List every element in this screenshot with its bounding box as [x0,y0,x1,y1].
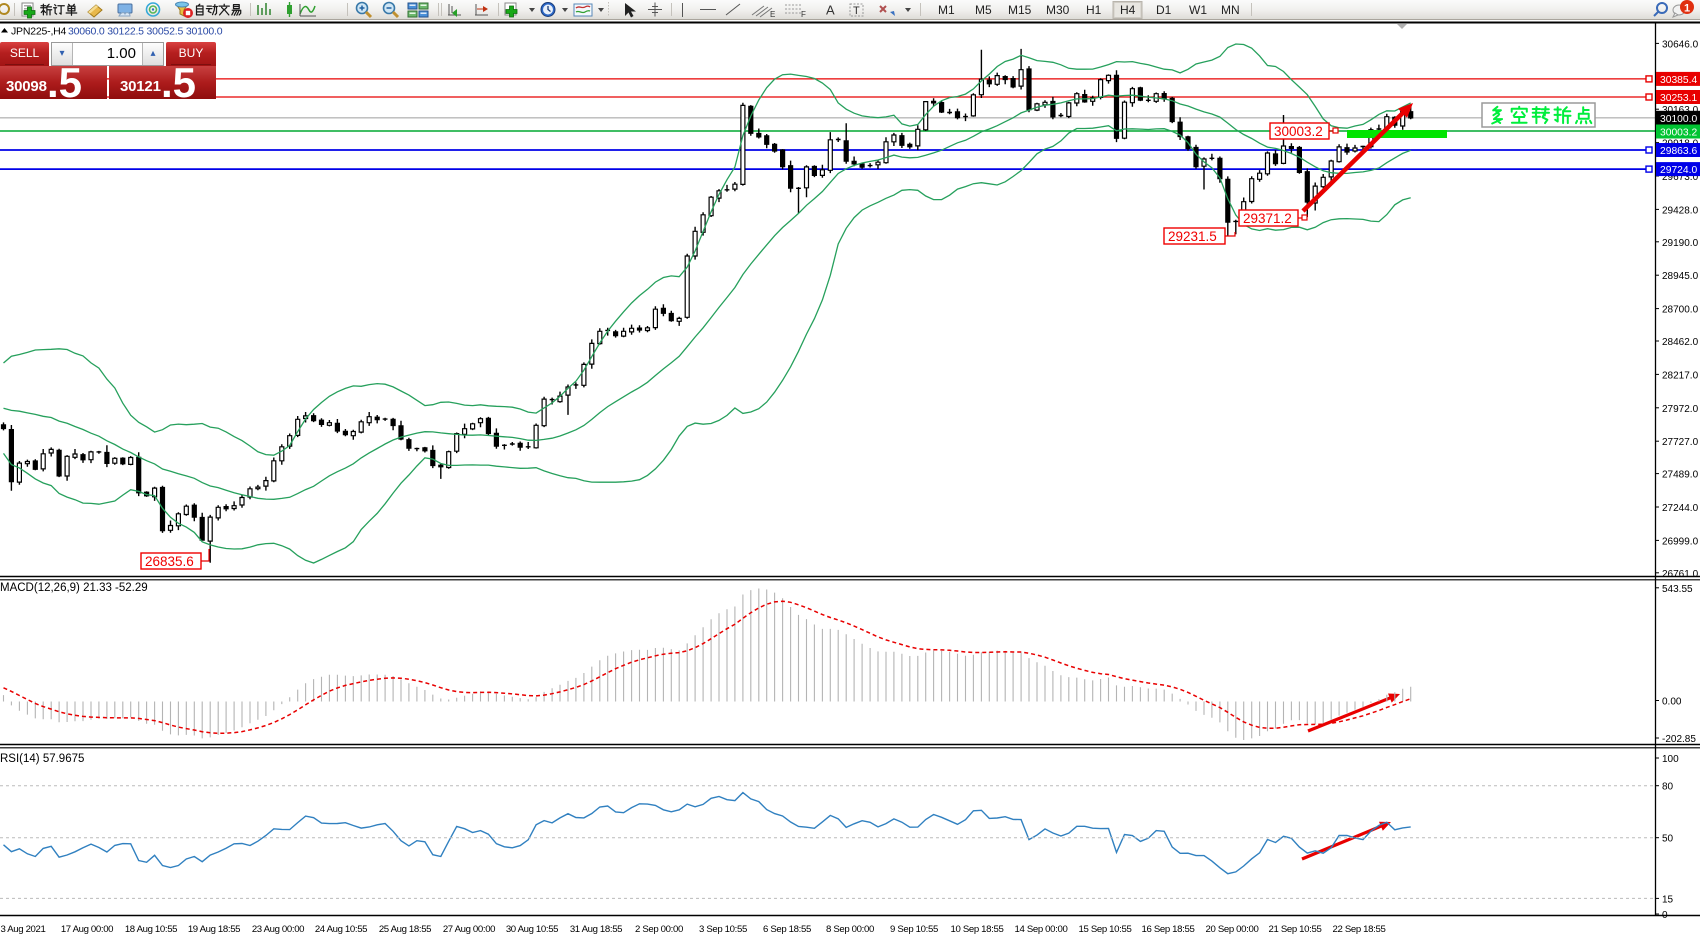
svg-text:30253.1: 30253.1 [1660,93,1697,104]
svg-text:15 Sep 10:55: 15 Sep 10:55 [1079,924,1132,935]
svg-text:27244.0: 27244.0 [1662,503,1699,514]
svg-text:3 Aug 2021: 3 Aug 2021 [0,924,45,935]
svg-text:26835.6: 26835.6 [145,554,194,569]
svg-text:28945.0: 28945.0 [1662,271,1699,282]
svg-text:27972.0: 27972.0 [1662,404,1699,415]
svg-text:29428.0: 29428.0 [1662,205,1699,216]
svg-text:6 Sep 18:55: 6 Sep 18:55 [763,924,811,935]
svg-text:1: 1 [1684,3,1690,15]
svg-text:80: 80 [1662,782,1674,793]
svg-text:30163.0: 30163.0 [1662,105,1699,116]
svg-text:25 Aug 18:55: 25 Aug 18:55 [379,924,431,935]
svg-text:28217.0: 28217.0 [1662,370,1699,381]
svg-text:3 Sep 10:55: 3 Sep 10:55 [699,924,747,935]
svg-text:20 Sep 00:00: 20 Sep 00:00 [1206,924,1259,935]
svg-text:100: 100 [1662,754,1679,765]
svg-text:27489.0: 27489.0 [1662,470,1699,481]
svg-text:30100.0: 30100.0 [1660,114,1697,125]
svg-text:26761.0: 26761.0 [1662,569,1699,580]
svg-text:W1: W1 [1189,3,1207,17]
svg-text:-202.85: -202.85 [1662,734,1696,745]
svg-text:A: A [826,3,835,18]
svg-text:21 Sep 10:55: 21 Sep 10:55 [1269,924,1322,935]
svg-text:14 Sep 00:00: 14 Sep 00:00 [1015,924,1068,935]
svg-text:H4: H4 [1120,3,1136,17]
svg-text:10 Sep 18:55: 10 Sep 18:55 [951,924,1004,935]
svg-text:18 Aug 10:55: 18 Aug 10:55 [125,924,177,935]
svg-text:M30: M30 [1046,3,1070,17]
svg-text:JPN225-,H4: JPN225-,H4 [11,26,67,38]
svg-text:30 Aug 10:55: 30 Aug 10:55 [506,924,558,935]
svg-text:30003.2: 30003.2 [1660,128,1697,139]
svg-text:F: F [801,10,806,19]
svg-text:17 Aug 00:00: 17 Aug 00:00 [61,924,113,935]
svg-text:MN: MN [1221,3,1240,17]
svg-text:H1: H1 [1086,3,1102,17]
svg-text:30646.0: 30646.0 [1662,39,1699,50]
svg-text:16 Sep 18:55: 16 Sep 18:55 [1142,924,1195,935]
svg-text:27 Aug 00:00: 27 Aug 00:00 [443,924,495,935]
svg-text:24 Aug 10:55: 24 Aug 10:55 [315,924,367,935]
svg-text:2 Sep 00:00: 2 Sep 00:00 [635,924,683,935]
svg-text:30385.4: 30385.4 [1660,75,1697,86]
svg-text:T: T [853,5,860,17]
svg-text:8 Sep 00:00: 8 Sep 00:00 [826,924,874,935]
svg-text:26999.0: 26999.0 [1662,536,1699,547]
svg-text:29724.0: 29724.0 [1660,165,1697,176]
svg-text:19 Aug 18:55: 19 Aug 18:55 [188,924,240,935]
svg-text:22 Sep 18:55: 22 Sep 18:55 [1333,924,1386,935]
svg-text:29231.5: 29231.5 [1168,229,1217,244]
svg-text:RSI(14) 57.9675: RSI(14) 57.9675 [0,753,84,765]
svg-text:E: E [770,10,775,19]
svg-text:0: 0 [1662,910,1668,921]
svg-text:23 Aug 00:00: 23 Aug 00:00 [252,924,304,935]
svg-text:29190.0: 29190.0 [1662,238,1699,249]
svg-text:28700.0: 28700.0 [1662,305,1699,316]
svg-text:29673.0: 29673.0 [1662,172,1699,183]
svg-text:M15: M15 [1008,3,1032,17]
svg-text:28462.0: 28462.0 [1662,337,1699,348]
svg-text:50: 50 [1662,834,1674,845]
svg-text:31 Aug 18:55: 31 Aug 18:55 [570,924,622,935]
svg-text:M5: M5 [975,3,992,17]
svg-text:MACD(12,26,9) 21.33 -52.29: MACD(12,26,9) 21.33 -52.29 [0,582,148,594]
svg-text:30003.2: 30003.2 [1274,124,1323,139]
svg-text:9 Sep 10:55: 9 Sep 10:55 [890,924,938,935]
svg-text:15: 15 [1662,894,1674,905]
svg-text:D1: D1 [1156,3,1172,17]
svg-text:543.55: 543.55 [1662,584,1693,595]
svg-text:29863.6: 29863.6 [1660,146,1697,157]
svg-text:29371.2: 29371.2 [1243,211,1292,226]
svg-text:0.00: 0.00 [1662,697,1682,708]
svg-text:30060.0 30122.5 30052.5 30100.: 30060.0 30122.5 30052.5 30100.0 [68,26,223,38]
svg-text:M1: M1 [938,3,955,17]
svg-text:27727.0: 27727.0 [1662,437,1699,448]
